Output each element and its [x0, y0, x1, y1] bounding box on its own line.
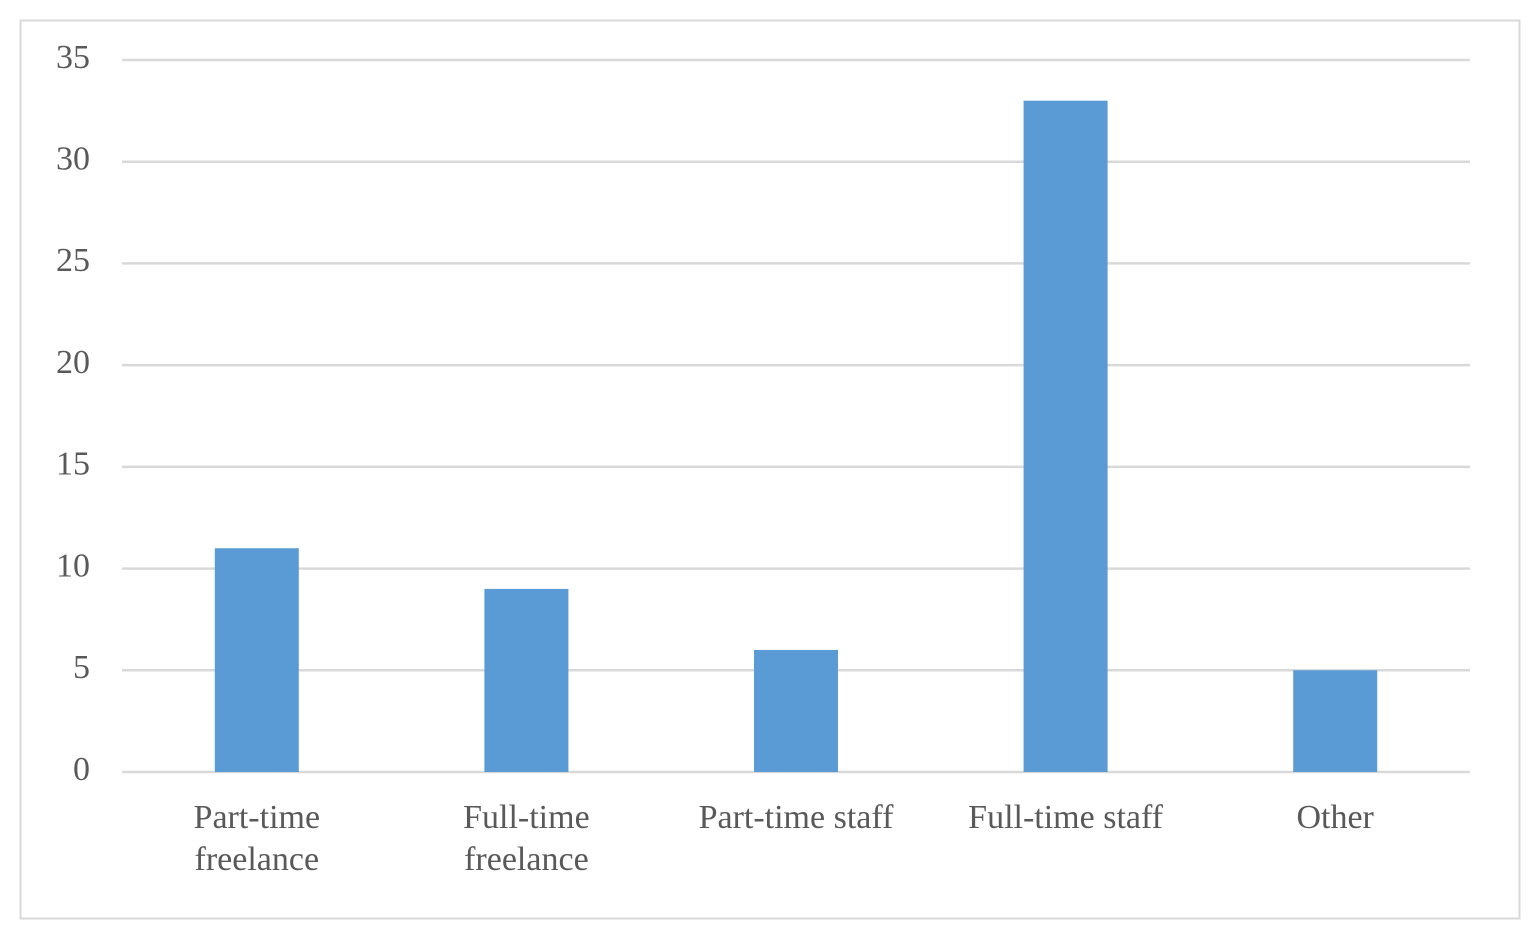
y-tick-label: 20: [56, 344, 90, 381]
x-tick-label: Part-time freelance: [193, 799, 321, 878]
y-tick-label: 10: [56, 547, 90, 584]
chart-border: [19, 19, 1521, 920]
x-tick-label: Part-time staff: [698, 799, 894, 836]
x-tick-label: Other: [1296, 799, 1374, 836]
x-tick-label: Full-time freelance: [463, 799, 590, 878]
x-tick-label: Full-time staff: [968, 799, 1164, 836]
y-tick-label: 15: [56, 446, 90, 483]
y-tick-label: 35: [56, 39, 90, 76]
bar: [214, 548, 299, 772]
bar: [1023, 100, 1108, 772]
bar: [1293, 670, 1378, 772]
y-tick-label: 0: [73, 751, 90, 788]
bar: [484, 588, 569, 772]
y-tick-label: 25: [56, 242, 90, 279]
y-tick-label: 5: [73, 649, 90, 686]
y-tick-label: 30: [56, 141, 90, 178]
bar: [754, 649, 838, 772]
